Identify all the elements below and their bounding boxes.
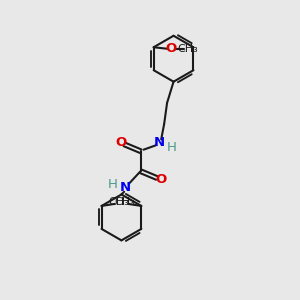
Text: H: H [166, 141, 176, 154]
Text: N: N [120, 181, 131, 194]
Text: CH₃: CH₃ [114, 197, 135, 207]
Text: N: N [153, 136, 164, 149]
Text: H: H [107, 178, 117, 191]
Text: O: O [165, 42, 176, 55]
Text: CH₃: CH₃ [178, 44, 199, 54]
Text: O: O [115, 136, 126, 149]
Text: CH₃: CH₃ [109, 197, 129, 207]
Text: O: O [155, 173, 166, 186]
